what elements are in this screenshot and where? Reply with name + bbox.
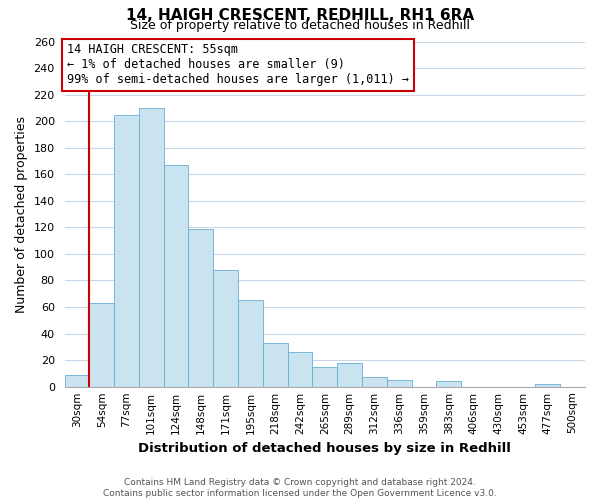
- Bar: [114, 114, 139, 386]
- Bar: [362, 378, 387, 386]
- X-axis label: Distribution of detached houses by size in Redhill: Distribution of detached houses by size …: [139, 442, 511, 455]
- Bar: [535, 384, 560, 386]
- Bar: [213, 270, 238, 386]
- Bar: [139, 108, 164, 386]
- Bar: [313, 367, 337, 386]
- Bar: [387, 380, 412, 386]
- Bar: [337, 363, 362, 386]
- Bar: [287, 352, 313, 386]
- Text: Contains HM Land Registry data © Crown copyright and database right 2024.
Contai: Contains HM Land Registry data © Crown c…: [103, 478, 497, 498]
- Y-axis label: Number of detached properties: Number of detached properties: [15, 116, 28, 312]
- Text: 14 HAIGH CRESCENT: 55sqm
← 1% of detached houses are smaller (9)
99% of semi-det: 14 HAIGH CRESCENT: 55sqm ← 1% of detache…: [67, 43, 409, 86]
- Bar: [164, 165, 188, 386]
- Bar: [89, 303, 114, 386]
- Bar: [436, 382, 461, 386]
- Bar: [188, 228, 213, 386]
- Bar: [65, 374, 89, 386]
- Text: Size of property relative to detached houses in Redhill: Size of property relative to detached ho…: [130, 18, 470, 32]
- Bar: [263, 343, 287, 386]
- Text: 14, HAIGH CRESCENT, REDHILL, RH1 6RA: 14, HAIGH CRESCENT, REDHILL, RH1 6RA: [126, 8, 474, 22]
- Bar: [238, 300, 263, 386]
